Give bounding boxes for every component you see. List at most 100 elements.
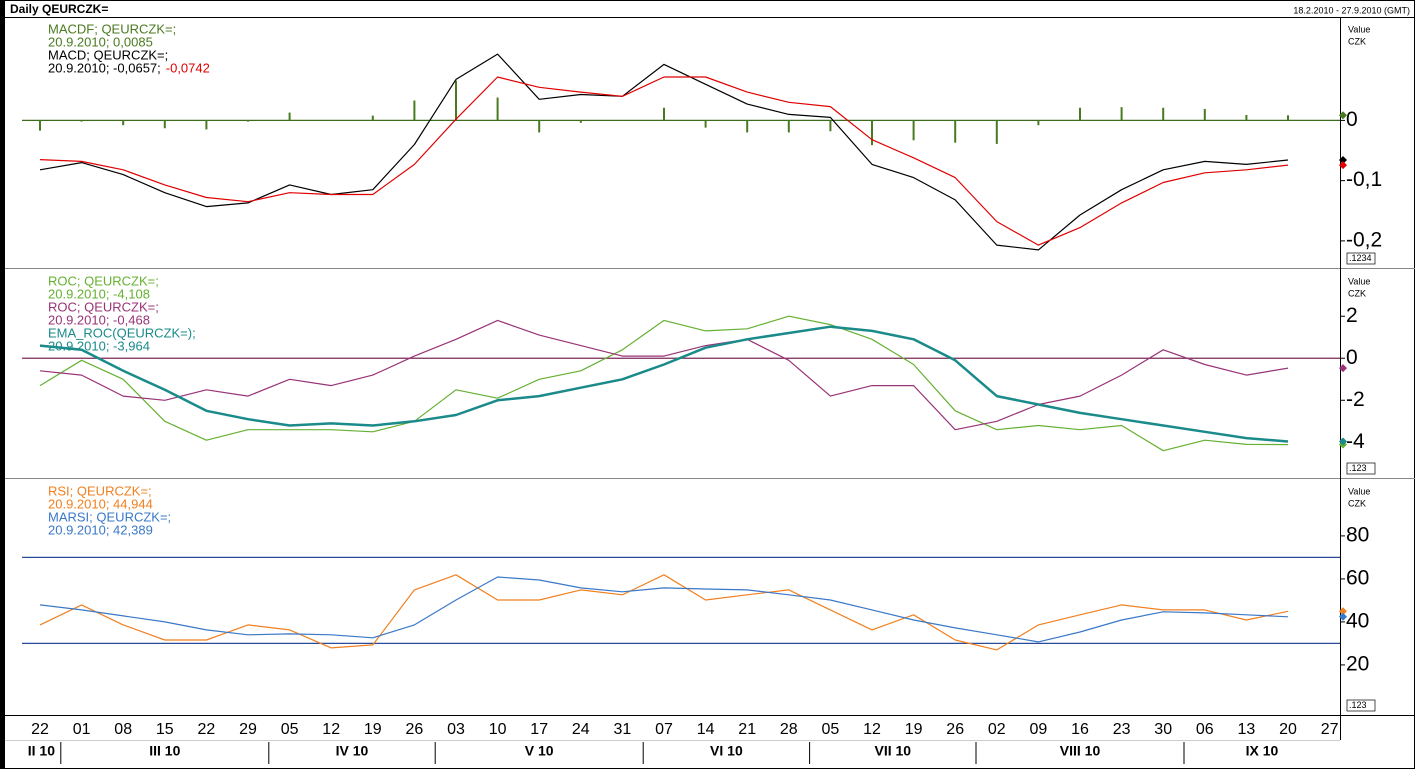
x-tick-label: 02 <box>988 721 1006 738</box>
month-label: V 10 <box>525 743 554 759</box>
month-label: III 10 <box>149 743 180 759</box>
x-tick-label: 23 <box>1113 721 1131 738</box>
left-edge <box>0 0 5 769</box>
legend-name: MARSI; QEURCZK=; <box>48 509 171 524</box>
histogram-bar <box>1120 107 1123 121</box>
histogram-bar <box>80 120 83 122</box>
x-tick-label: 26 <box>946 721 964 738</box>
histogram-bar <box>538 120 541 133</box>
histogram-bar <box>871 120 873 146</box>
legend-name: MACD; QEURCZK=; <box>48 47 168 62</box>
value-box <box>1346 462 1376 475</box>
histogram-bar <box>829 120 832 132</box>
histogram-bar <box>787 120 790 133</box>
histogram-bar <box>205 120 208 130</box>
histogram-bar <box>954 120 957 143</box>
x-tick-label: 12 <box>322 721 340 738</box>
month-label: IX 10 <box>1246 743 1279 759</box>
unit-label: Value <box>1348 276 1370 286</box>
value-box <box>1346 252 1376 265</box>
legend-value: -0,0742 <box>166 60 210 75</box>
histogram-bar <box>579 120 582 123</box>
series-line <box>39 574 1289 651</box>
x-tick-label: 07 <box>655 721 673 738</box>
x-tick-label: 31 <box>614 721 632 738</box>
x-tick-label: 14 <box>697 721 715 738</box>
legend-value: 20.9.2010; -3,964 <box>48 338 150 353</box>
legend-name: ROC; QEURCZK=; <box>48 299 159 314</box>
legend-value: 20.9.2010; -0,468 <box>48 312 150 327</box>
last-value-marker <box>1339 364 1347 373</box>
last-value-marker <box>1339 437 1347 446</box>
x-tick-label: 05 <box>281 721 299 738</box>
legend-name: ROC; QEURCZK=; <box>48 273 159 288</box>
x-tick-label: 27 <box>1321 721 1339 738</box>
x-tick-label: 29 <box>239 721 257 738</box>
x-tick-label: 01 <box>73 721 91 738</box>
histogram-bar <box>122 120 125 126</box>
y-tick-label: -0,2 <box>1346 228 1382 251</box>
x-tick-label: 28 <box>780 721 798 738</box>
y-tick-label: -2 <box>1346 388 1365 411</box>
panel <box>22 53 1340 251</box>
month-label: II 10 <box>28 743 55 759</box>
x-tick-label: 03 <box>447 721 465 738</box>
y-tick-label: 20 <box>1346 652 1369 675</box>
series-line <box>39 53 1289 251</box>
y-tick-label: 40 <box>1346 609 1369 632</box>
y-tick-label: -0,1 <box>1346 168 1382 191</box>
histogram-bar <box>663 107 665 121</box>
x-tick-label: 17 <box>530 721 548 738</box>
x-tick-label: 12 <box>863 721 881 738</box>
unit-label: CZK <box>1348 36 1366 46</box>
x-tick-label: 24 <box>572 721 590 738</box>
month-label: VII 10 <box>875 743 912 759</box>
x-tick-label: 16 <box>1071 721 1089 738</box>
y-tick-label: -4 <box>1346 430 1365 453</box>
month-label: IV 10 <box>336 743 369 759</box>
histogram-bar <box>746 120 749 133</box>
legend-name: MACDF; QEURCZK=; <box>48 21 176 36</box>
legend-name: RSI; QEURCZK=; <box>48 483 152 498</box>
histogram-bar <box>1162 107 1165 121</box>
x-tick-label: 10 <box>489 721 507 738</box>
value-box <box>1346 699 1376 712</box>
value-box-label: .123 <box>1349 700 1367 710</box>
x-tick-label: 08 <box>114 721 132 738</box>
histogram-bar <box>621 120 624 121</box>
month-label: VI 10 <box>710 743 743 759</box>
histogram-bar <box>496 97 499 121</box>
unit-label: CZK <box>1348 498 1366 508</box>
last-value-marker <box>1339 607 1347 616</box>
histogram-bar <box>371 115 374 121</box>
x-tick-label: 21 <box>738 721 756 738</box>
histogram-bar <box>1037 120 1040 126</box>
histogram-bar <box>995 120 998 144</box>
histogram-bar <box>704 120 707 128</box>
x-tick-label: 30 <box>1154 721 1172 738</box>
last-value-marker <box>1339 612 1347 621</box>
x-tick-label: 05 <box>822 721 840 738</box>
series-line <box>39 76 1289 246</box>
x-tick-label: 26 <box>406 721 424 738</box>
series-line <box>39 576 1289 643</box>
histogram-bar <box>39 120 41 131</box>
x-tick-label: 19 <box>364 721 382 738</box>
series-line <box>39 315 1289 452</box>
histogram-bar <box>330 120 333 121</box>
legend-value: 20.9.2010; -0,0657; <box>48 60 161 75</box>
histogram-bar <box>247 120 249 122</box>
histogram-bar <box>163 120 166 129</box>
y-tick-label: 0 <box>1346 346 1358 369</box>
y-tick-label: 60 <box>1346 566 1369 589</box>
last-value-marker <box>1339 111 1347 120</box>
value-box-label: .123 <box>1349 463 1367 473</box>
unit-label: Value <box>1348 24 1370 34</box>
last-value-marker <box>1339 161 1347 170</box>
histogram-bar <box>413 100 416 121</box>
histogram-bar <box>1203 108 1206 121</box>
x-tick-label: 09 <box>1030 721 1048 738</box>
